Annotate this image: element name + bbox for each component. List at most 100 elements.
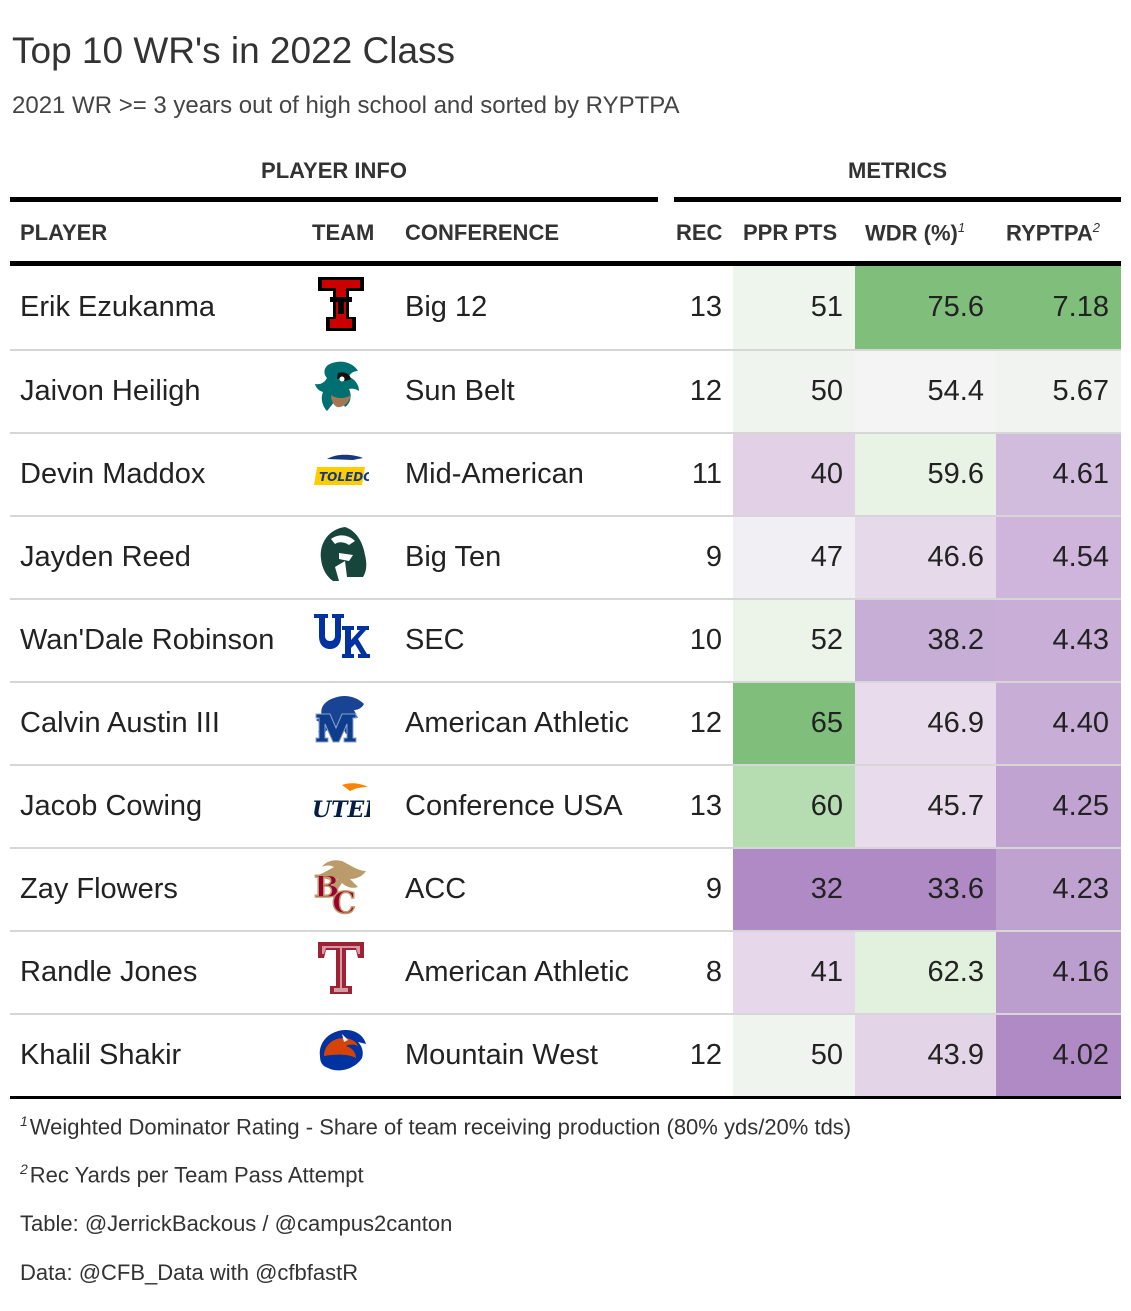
boise-state-logo (312, 1026, 370, 1086)
source-note-data: Data: @CFB_Data with @cfbfastR (20, 1260, 359, 1285)
spanner-player-info: PLAYER INFO (10, 156, 658, 202)
cell-rec: 8 (705, 956, 722, 988)
cell-conference: SEC (405, 624, 465, 656)
header-player: PLAYER (20, 220, 108, 245)
cell-wdr: 54.4 (855, 351, 996, 432)
spanner-metrics: METRICS (674, 156, 1121, 202)
cell-ryptpa: 7.18 (996, 266, 1121, 349)
toledo-logo: TOLEDO (313, 453, 373, 497)
cell-ppr: 52 (733, 600, 855, 681)
cell-ryptpa: 4.02 (996, 1015, 1121, 1096)
cell-wdr: 38.2 (855, 600, 996, 681)
cell-player: Zay Flowers (20, 873, 178, 905)
cell-ppr: 65 (733, 683, 855, 764)
table-row: Randle Jones American Athletic 8 41 62.3… (10, 930, 1121, 1013)
cell-player: Jacob Cowing (20, 790, 203, 822)
footnote-ryptpa-text: Rec Yards per Team Pass Attempt (29, 1162, 364, 1188)
cell-ryptpa: 4.23 (996, 849, 1121, 930)
cell-ppr: 50 (733, 351, 855, 432)
cell-rec: 12 (689, 707, 722, 739)
table-body: Erik Ezukanma Big 12 13 51 75.6 7.18 Jai… (10, 266, 1121, 1099)
footnote-wdr: 1Weighted Dominator Rating - Share of te… (20, 1113, 851, 1140)
cell-wdr: 43.9 (855, 1015, 996, 1096)
table-row: Devin Maddox TOLEDO Mid-American 11 40 5… (10, 432, 1121, 515)
footnote-wdr-text: Weighted Dominator Rating - Share of tea… (29, 1114, 852, 1140)
cell-conference: ACC (405, 873, 467, 905)
cell-conference: Conference USA (405, 790, 623, 822)
memphis-logo (312, 694, 370, 754)
cell-team (310, 600, 372, 681)
footnote-wdr-mark: 1 (20, 1113, 28, 1129)
cell-player: Jayden Reed (20, 541, 191, 573)
cell-team (310, 351, 372, 432)
table-row: Khalil Shakir Mountain West 12 50 43.9 4… (10, 1013, 1121, 1096)
cell-ppr: 41 (733, 932, 855, 1013)
table-title: Top 10 WR's in 2022 Class (12, 30, 456, 71)
header-wdr-label: WDR (%) (865, 220, 958, 246)
cell-ryptpa: 4.43 (996, 600, 1121, 681)
cell-player: Randle Jones (20, 956, 198, 988)
coastal-carolina-logo (314, 359, 368, 425)
cell-ryptpa: 5.67 (996, 351, 1121, 432)
header-conference: CONFERENCE (405, 220, 560, 245)
cell-wdr: 75.6 (855, 266, 996, 349)
cell-rec: 13 (689, 291, 722, 323)
cell-rec: 11 (691, 458, 722, 490)
cell-team (310, 932, 372, 1013)
column-headers: PLAYER TEAM CONFERENCE REC PPR PTS WDR (… (10, 202, 1121, 266)
table-row: Jacob Cowing UTEP Conference USA 13 60 4… (10, 764, 1121, 847)
cell-rec: 9 (705, 541, 722, 573)
cell-team (310, 1015, 372, 1096)
kentucky-logo (312, 612, 370, 670)
table-subtitle: 2021 WR >= 3 years out of high school an… (12, 92, 680, 119)
cell-team (310, 266, 372, 349)
cell-player: Jaivon Heiligh (20, 375, 201, 407)
footnote-ryptpa: 2Rec Yards per Team Pass Attempt (20, 1161, 364, 1188)
cell-team: TOLEDO (310, 434, 373, 515)
header-team: TEAM (312, 220, 375, 245)
cell-ryptpa: 4.25 (996, 766, 1121, 847)
cell-ryptpa: 4.40 (996, 683, 1121, 764)
cell-ppr: 32 (733, 849, 855, 930)
cell-wdr: 33.6 (855, 849, 996, 930)
cell-wdr: 45.7 (855, 766, 996, 847)
source-note-table: Table: @JerrickBackous / @campus2canton (20, 1211, 453, 1236)
cell-team: UTEP (310, 766, 382, 847)
table-row: Calvin Austin III American Athletic 12 6… (10, 681, 1121, 764)
header-wdr-mark: 1 (957, 220, 966, 235)
footnote-ryptpa-mark: 2 (20, 1161, 28, 1177)
cell-conference: Mid-American (405, 458, 584, 490)
svg-text:UTEP: UTEP (312, 797, 370, 823)
header-ryptpa: RYPTPA2 (1006, 220, 1100, 246)
temple-logo (316, 940, 366, 1006)
cell-team (310, 683, 372, 764)
cell-wdr: 62.3 (855, 932, 996, 1013)
svg-text:B: B (314, 870, 339, 905)
cell-player: Erik Ezukanma (20, 291, 216, 323)
cell-ppr: 60 (733, 766, 855, 847)
cell-ppr: 51 (733, 266, 855, 349)
cell-ryptpa: 4.54 (996, 517, 1121, 598)
cell-conference: Sun Belt (405, 375, 515, 407)
table-row: Erik Ezukanma Big 12 13 51 75.6 7.18 (10, 266, 1121, 349)
cell-conference: Mountain West (405, 1039, 598, 1071)
cell-wdr: 46.6 (855, 517, 996, 598)
cell-conference: American Athletic (405, 956, 630, 988)
cell-conference: Big Ten (405, 541, 502, 573)
header-ryptpa-label: RYPTPA (1006, 220, 1093, 246)
cell-rec: 13 (689, 790, 722, 822)
cell-player: Calvin Austin III (20, 707, 220, 739)
cell-ppr: 50 (733, 1015, 855, 1096)
header-ryptpa-mark: 2 (1092, 220, 1101, 235)
cell-rec: 12 (689, 375, 722, 407)
header-ppr: PPR PTS (743, 220, 838, 245)
cell-conference: Big 12 (405, 291, 488, 323)
cell-ppr: 47 (733, 517, 855, 598)
svg-text:C: C (332, 886, 356, 915)
table-row: Jaivon Heiligh Sun Belt 12 50 54.4 5.67 (10, 349, 1121, 432)
cell-ryptpa: 4.16 (996, 932, 1121, 1013)
cell-player: Khalil Shakir (20, 1039, 182, 1071)
